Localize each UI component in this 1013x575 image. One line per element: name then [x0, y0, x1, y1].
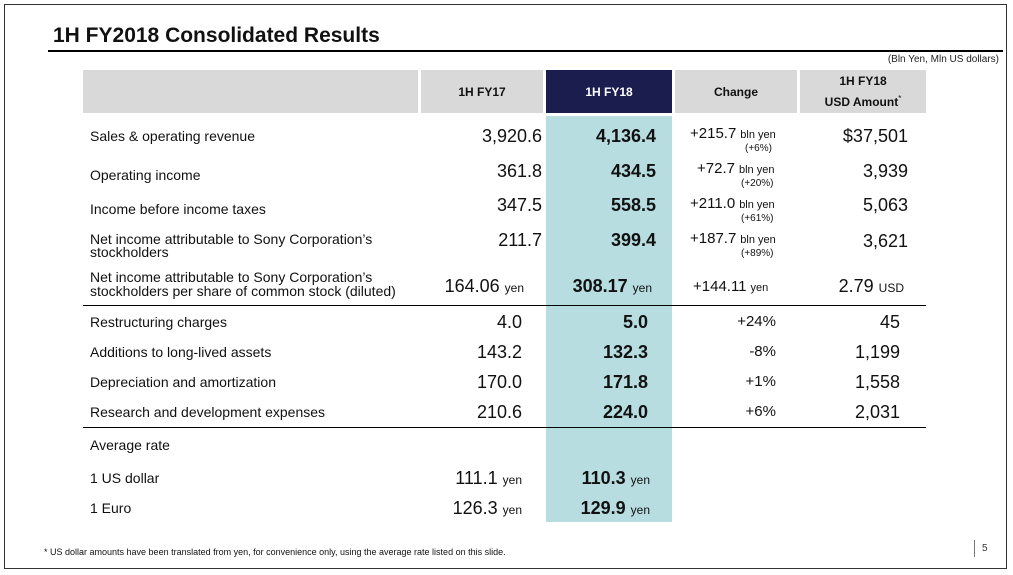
row-label: Sales & operating revenue — [90, 128, 255, 144]
row-label: Additions to long-lived assets — [90, 344, 272, 360]
header-usd: 1H FY18 USD Amount* — [800, 70, 926, 113]
fy17-rate: 111.1 yen — [455, 468, 522, 488]
page-number: 5 — [982, 543, 988, 554]
rate-label: 1 Euro — [90, 500, 132, 516]
fy17-value: 361.8 — [496, 161, 542, 181]
fy18-value: 224.0 — [602, 402, 648, 422]
change-value: +215.7 bln yen — [690, 125, 776, 142]
change-value: +187.7 bln yen — [690, 230, 776, 247]
fy18-rate: 110.3 yen — [581, 468, 650, 488]
fy17-rate: 126.3 yen — [452, 498, 522, 518]
row-label: Income before income taxes — [90, 201, 266, 217]
header-usd-line2: USD Amount — [824, 95, 899, 109]
change-value: +24% — [737, 313, 776, 330]
section-divider — [83, 427, 926, 428]
row-label: Research and development expenses — [90, 404, 326, 420]
header-usd-line1: 1H FY18 — [839, 74, 887, 88]
rate-label: 1 US dollar — [90, 470, 160, 486]
fy17-value: 164.06 yen — [444, 276, 524, 296]
fy18-value: 4,136.4 — [595, 126, 656, 146]
change-pct: (+89%) — [741, 248, 774, 259]
fy18-highlight-column — [546, 116, 672, 522]
change-value: +144.11 yen — [693, 278, 769, 295]
usd-value: 1,558 — [854, 372, 900, 392]
usd-value: 3,621 — [862, 231, 908, 251]
fy17-value: 4.0 — [496, 312, 522, 332]
row-label-line2: stockholders — [90, 244, 169, 260]
fy17-value: 143.2 — [476, 342, 522, 362]
row-label-line1: Net income attributable to Sony Corporat… — [90, 231, 373, 247]
usd-value: 3,939 — [862, 161, 908, 181]
row-label: Restructuring charges — [90, 314, 227, 330]
row-label: Operating income — [90, 167, 201, 183]
header-change: Change — [675, 70, 797, 113]
header-fy17: 1H FY17 — [421, 70, 543, 113]
usd-value: 2,031 — [854, 402, 900, 422]
slide-title: 1H FY2018 Consolidated Results — [53, 24, 380, 47]
usd-value: 45 — [879, 312, 900, 332]
usd-value: $37,501 — [842, 126, 908, 146]
row-label-line2: stockholders per share of common stock (… — [90, 283, 396, 299]
fy17-value: 210.6 — [476, 402, 522, 422]
header-fy18: 1H FY18 — [546, 70, 672, 113]
fy17-value: 347.5 — [496, 195, 542, 215]
row-label: Depreciation and amortization — [90, 374, 276, 390]
page-number-divider — [974, 540, 975, 557]
fy18-value: 399.4 — [610, 230, 656, 250]
row-label-line1: Net income attributable to Sony Corporat… — [90, 269, 373, 285]
title-underline — [48, 50, 1003, 52]
fy18-value: 5.0 — [622, 312, 648, 332]
fy18-value: 434.5 — [610, 161, 656, 181]
fy18-value: 558.5 — [610, 195, 656, 215]
change-pct: (+61%) — [741, 213, 774, 224]
header-usd-asterisk: * — [898, 94, 902, 103]
change-pct: (+6%) — [745, 143, 772, 154]
usd-value: 2.79 USD — [838, 276, 904, 296]
units-note: (Bln Yen, Mln US dollars) — [887, 54, 999, 65]
usd-value: 5,063 — [862, 195, 908, 215]
fy17-value: 211.7 — [498, 230, 542, 250]
fy18-value: 132.3 — [602, 342, 648, 362]
fy18-value: 171.8 — [602, 372, 648, 392]
fy17-value: 3,920.6 — [481, 126, 542, 146]
footnote: * US dollar amounts have been translated… — [44, 547, 506, 557]
fy17-value: 170.0 — [476, 372, 522, 392]
section-divider — [83, 305, 926, 306]
fy18-rate: 129.9 yen — [580, 498, 650, 518]
average-rate-heading: Average rate — [90, 437, 170, 453]
fy18-value: 308.17 yen — [572, 276, 652, 296]
change-value: +1% — [745, 373, 776, 390]
change-value: +6% — [745, 403, 776, 420]
change-pct: (+20%) — [741, 178, 774, 189]
slide-frame — [4, 4, 1007, 569]
header-label-cell — [83, 70, 418, 113]
change-value: -8% — [749, 343, 776, 360]
change-value: +211.0 bln yen — [690, 195, 775, 212]
usd-value: 1,199 — [854, 342, 900, 362]
change-value: +72.7 bln yen — [697, 160, 775, 177]
